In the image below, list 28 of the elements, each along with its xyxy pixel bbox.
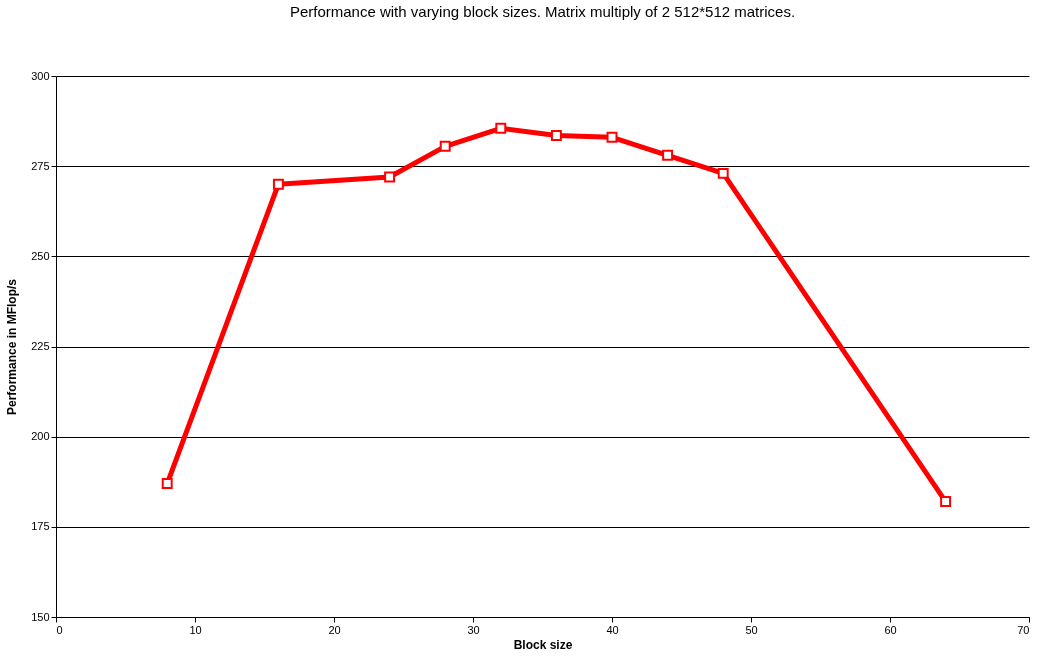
chart-title: Performance with varying block sizes. Matrix multiply of 2 512*512 matrices. [289,3,796,20]
point [550,130,562,141]
x-axis-title: Block size [513,637,573,652]
point [384,171,396,183]
point [495,122,507,134]
point [272,178,284,190]
x-tick-label: 40 [606,623,619,636]
y-axis-title: Performance in MFlop/s [5,278,20,416]
point [717,167,729,179]
x-tick-label: 50 [745,623,758,636]
y-tick-label: 225 [31,340,50,352]
y-tick-label: 300 [31,69,50,82]
point [662,149,674,161]
point [940,496,952,508]
x-tick-label: 20 [328,623,341,636]
x-tick-label: 60 [884,623,897,636]
y-tick-label: 175 [31,520,50,533]
point [161,478,173,490]
x-tick-label: 0 [56,623,63,636]
y-tick-label: 275 [31,159,50,172]
point [606,131,618,143]
x-tick-label: 30 [467,623,480,636]
point [439,140,451,152]
y-tick-label: 200 [31,430,50,443]
x-tick-label: 70 [1017,623,1030,636]
y-tick-label: 250 [31,249,50,262]
y-tick-label: 150 [31,610,50,623]
x-tick-label: 10 [189,623,202,636]
